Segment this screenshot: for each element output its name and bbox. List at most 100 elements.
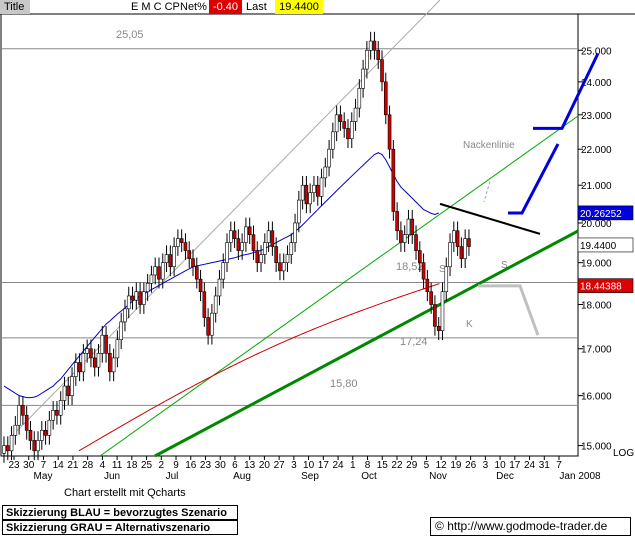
candle-body	[202, 291, 207, 318]
candle-body	[399, 230, 403, 243]
candle-body	[81, 353, 86, 373]
candle-body	[213, 295, 218, 314]
candle-body	[365, 49, 369, 70]
candle-body	[36, 440, 40, 452]
candle-body	[28, 429, 33, 441]
candle-body	[372, 40, 377, 51]
y-tick-label: 18.000	[581, 301, 612, 312]
candle-body	[455, 230, 460, 247]
x-tick-label: 12	[436, 460, 448, 471]
candle-body	[395, 211, 399, 232]
candle-body	[160, 262, 165, 280]
candle-body	[130, 295, 135, 301]
y-tick-label: 20.000	[581, 219, 612, 230]
price-label-text: 18.44388	[580, 282, 622, 293]
candle-body	[9, 435, 14, 452]
x-tick-label: 6	[232, 460, 238, 471]
candle-body	[444, 266, 449, 293]
x-tick-label: 15	[377, 460, 389, 471]
x-tick-label: 7	[41, 460, 47, 471]
candle-body	[145, 283, 150, 293]
candle-body	[414, 234, 418, 251]
price-label-box	[577, 237, 634, 253]
net-value: -0.40	[209, 0, 242, 14]
candle-body	[368, 40, 373, 51]
month-label: Dec	[496, 471, 514, 482]
candle-body	[123, 308, 127, 323]
candle-body	[221, 262, 226, 280]
candle-body	[172, 246, 176, 268]
candle-body	[168, 254, 173, 268]
neckline	[439, 202, 541, 235]
x-tick-label: 30	[215, 460, 227, 471]
candle-body	[406, 218, 411, 235]
annotation-k: K	[466, 319, 473, 330]
candle-body	[338, 114, 343, 122]
candle-body	[153, 266, 157, 276]
x-tick-label: 23	[200, 460, 212, 471]
candle-body	[43, 429, 48, 436]
candle-body	[436, 326, 441, 332]
x-tick-label: 21	[67, 460, 79, 471]
candle-body	[198, 278, 203, 293]
x-tick-label: 1	[350, 460, 356, 471]
x-tick-label: 22	[391, 460, 403, 471]
candle-body	[255, 250, 260, 263]
candle-body	[319, 177, 324, 197]
month-label: Nov	[429, 471, 447, 482]
candle-body	[39, 429, 44, 441]
month-label: May	[34, 471, 53, 482]
candle-body	[47, 419, 52, 436]
y-tick-label: 23.000	[581, 111, 612, 122]
month-label: Oct	[361, 471, 377, 482]
x-tick-label: 25	[141, 460, 153, 471]
x-tick-label: 17	[318, 460, 330, 471]
support-level-label: 15,80	[330, 378, 358, 390]
candle-body	[278, 262, 282, 272]
x-tick-label: 3	[483, 460, 489, 471]
log-label: LOG	[613, 448, 634, 459]
candle-body	[111, 357, 116, 373]
candle-body	[383, 81, 388, 116]
price-label-text: 19.4400	[580, 241, 617, 252]
candle-body	[149, 274, 154, 284]
candle-body	[225, 242, 229, 263]
candle-body	[334, 114, 339, 133]
candle-body	[229, 230, 233, 243]
source-link[interactable]: © http://www.godmode-trader.de	[430, 517, 631, 536]
candle-body	[236, 238, 241, 251]
candle-body	[89, 348, 93, 359]
blue-scenario-line-2	[533, 52, 600, 130]
candle-body	[240, 242, 244, 251]
candle-body	[463, 238, 467, 259]
candle-body	[115, 339, 120, 359]
candle-body	[176, 238, 180, 247]
candle-body	[157, 266, 161, 280]
candle-body	[452, 230, 456, 243]
candle-body	[429, 291, 433, 305]
candle-body	[281, 262, 286, 272]
x-tick-label: 13	[244, 460, 256, 471]
candle-body	[13, 424, 18, 436]
candle-body	[244, 226, 248, 243]
candle-body	[138, 291, 142, 305]
candle-body	[183, 242, 188, 251]
annotation-s-right: S	[501, 260, 508, 271]
candle-body	[187, 250, 192, 259]
candle-body	[247, 226, 252, 235]
x-tick-label: 28	[82, 460, 94, 471]
x-tick-label: 30	[23, 460, 35, 471]
month-label: Jul	[166, 471, 179, 482]
copyright-icon: ©	[435, 519, 444, 533]
candle-body	[24, 414, 29, 431]
candle-body	[448, 242, 452, 268]
x-tick-label: 27	[274, 460, 286, 471]
candle-body	[467, 238, 471, 247]
candle-body	[119, 321, 123, 340]
thin-trend-line	[99, 115, 579, 457]
candle-body	[349, 121, 354, 140]
candle-body	[17, 405, 21, 426]
x-tick-label: 3	[291, 460, 297, 471]
candle-body	[346, 128, 350, 140]
x-tick-label: 4	[100, 460, 106, 471]
